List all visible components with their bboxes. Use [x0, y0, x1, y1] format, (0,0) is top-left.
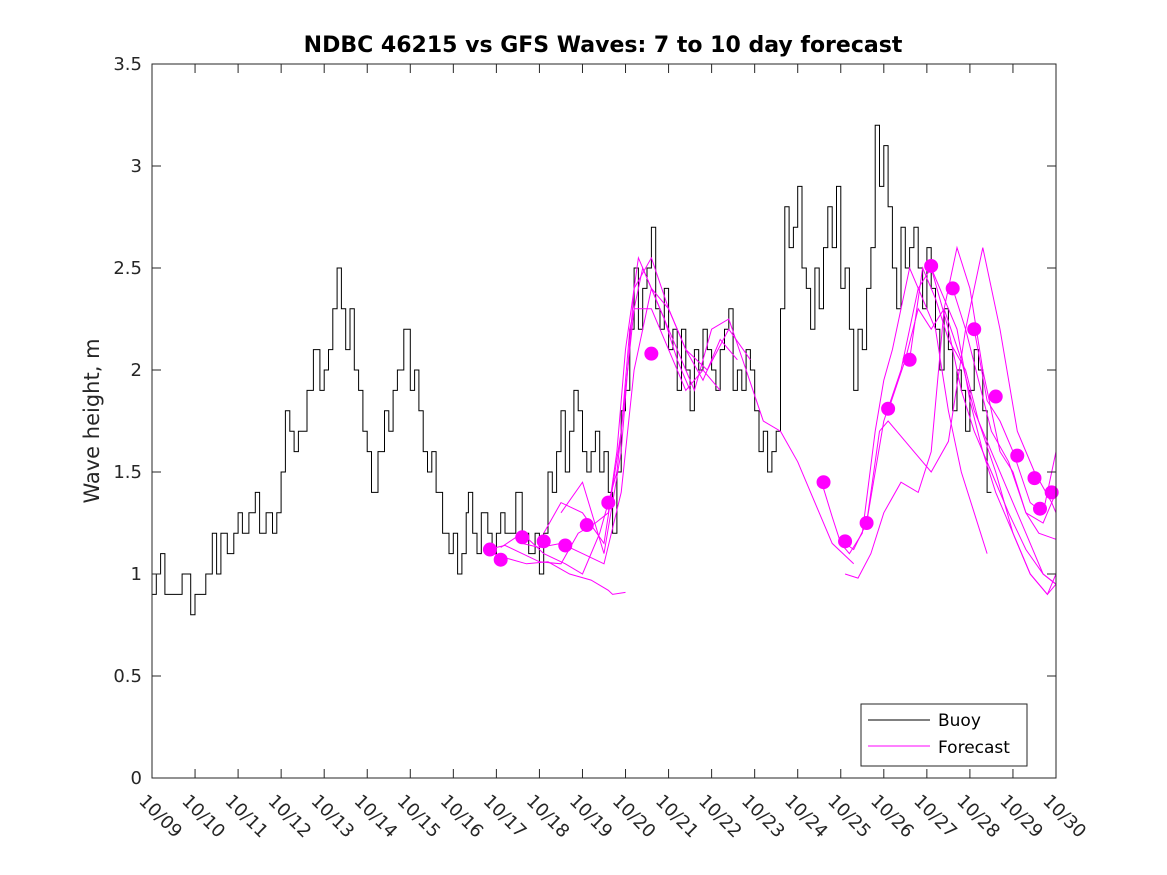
forecast-marker — [1033, 501, 1047, 516]
forecast-series-line-13 — [930, 267, 1057, 596]
y-tick-label: 1.5 — [113, 462, 142, 483]
forecast-series-line-5 — [543, 266, 855, 565]
forecast-marker — [988, 389, 1003, 404]
forecast-marker — [859, 516, 874, 530]
y-tick-label: 2.5 — [113, 258, 142, 279]
y-tick-label: 3 — [131, 156, 142, 177]
y-tick-label: 0 — [131, 768, 142, 789]
forecast-series-line-6 — [560, 256, 738, 554]
forecast-series-line-1 — [487, 551, 626, 595]
forecast-marker — [558, 538, 573, 553]
forecast-marker — [536, 534, 551, 549]
forecast-marker — [493, 552, 508, 567]
forecast-marker — [1044, 485, 1059, 500]
y-tick-label: 2 — [131, 360, 142, 381]
legend-box — [860, 703, 1028, 767]
forecast-marker — [482, 542, 497, 557]
forecast-marker — [945, 281, 960, 296]
chart-title: NDBC 46215 vs GFS Waves: 7 to 10 day for… — [304, 33, 903, 58]
buoy-series-line — [152, 124, 992, 616]
forecast-marker — [644, 346, 659, 361]
forecast-marker — [1027, 471, 1042, 486]
forecast-marker — [515, 530, 530, 545]
forecast-series-line-8 — [844, 247, 1057, 551]
legend: Buoy Forecast — [860, 703, 1028, 767]
legend-buoy-label: Buoy — [938, 711, 981, 731]
forecast-marker — [816, 475, 831, 490]
y-tick-label: 0.5 — [113, 666, 142, 687]
forecast-marker — [1010, 448, 1025, 463]
forecast-marker — [838, 534, 853, 549]
y-axis-label: Wave height, m — [80, 338, 104, 503]
y-tick-label: 3.5 — [113, 54, 142, 75]
y-tick-label: 1 — [131, 564, 142, 585]
forecast-marker — [881, 401, 896, 416]
plot-frame — [151, 63, 1057, 779]
forecast-series-line-14 — [952, 288, 1057, 524]
forecast-marker — [601, 495, 616, 510]
legend-forecast-label: Forecast — [938, 738, 1010, 758]
forecast-series-line-10 — [866, 266, 1057, 585]
forecast-marker — [579, 518, 594, 533]
forecast-marker — [902, 352, 917, 367]
forecast-marker — [967, 322, 982, 337]
forecast-marker — [924, 258, 939, 273]
